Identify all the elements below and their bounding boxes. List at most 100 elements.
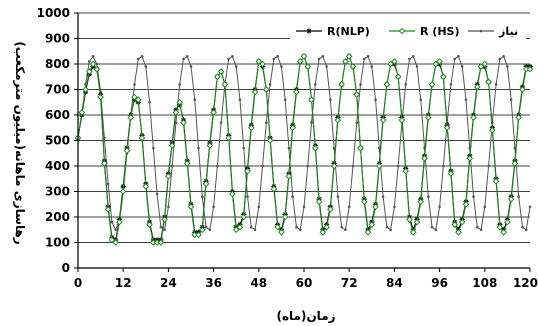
series-1-point-109 <box>485 78 492 86</box>
series-2-point-65 <box>321 55 325 58</box>
series-2-point-117 <box>517 195 520 198</box>
series-1-point-22 <box>157 239 165 246</box>
series-2-point-77 <box>366 55 370 58</box>
y-tick-label-1: 100 <box>45 236 70 250</box>
series-1-point-11 <box>116 218 123 226</box>
series-2-point-68 <box>332 146 336 150</box>
series-2-point-113 <box>502 55 505 58</box>
series-1-point-95 <box>432 60 440 68</box>
series-2-point-34 <box>204 225 208 229</box>
series-2-point-33 <box>201 195 204 198</box>
series-1-point-114 <box>504 218 511 226</box>
series-1-point-59 <box>296 58 304 65</box>
series-2-point-25 <box>170 164 174 168</box>
series-1-point-83 <box>387 60 394 68</box>
series-2-point-18 <box>144 65 148 68</box>
x-tick-label-5: 60 <box>296 276 313 290</box>
series-2-point-22 <box>159 225 163 229</box>
x-tick-label-3: 36 <box>205 276 222 290</box>
series-2-point-111 <box>494 83 498 86</box>
series-2-point-36 <box>212 205 215 209</box>
series-1-point-34 <box>202 180 210 188</box>
series-1-point-103 <box>462 200 470 208</box>
series-1-point-12 <box>119 188 127 195</box>
series-1-point-89 <box>409 228 417 236</box>
series-1-point-117 <box>515 114 523 121</box>
x-tick-label-10: 120 <box>513 276 538 290</box>
x-tick-label-9: 108 <box>472 276 497 290</box>
series-1-point-58 <box>293 88 300 96</box>
legend-swatch-marker-0 <box>306 28 312 34</box>
series-1-point-53 <box>274 223 281 231</box>
series-1-point-118 <box>519 86 526 93</box>
series-2-point-27 <box>178 83 181 86</box>
series-layer <box>74 53 534 246</box>
series-1-point-23 <box>161 216 168 223</box>
series-1-point-85 <box>394 73 402 81</box>
series-1-point-64 <box>315 198 323 206</box>
legend: R(NLP) R (HS) نیاز <box>290 20 526 42</box>
series-1-point-91 <box>417 198 425 206</box>
series-2-point-78 <box>370 65 374 68</box>
series-1 <box>74 53 534 246</box>
series-1-point-93 <box>424 114 432 121</box>
series-1-point-18 <box>142 183 150 190</box>
series-1-point-46 <box>247 124 255 132</box>
series-2-point-23 <box>163 228 166 232</box>
series-2-point-54 <box>280 65 283 68</box>
series-1-point-67 <box>327 206 334 213</box>
series-1-point-81 <box>379 116 387 124</box>
series-2-point-107 <box>479 228 483 232</box>
series-2-point-63 <box>314 83 317 86</box>
series-2-point-20 <box>152 146 155 150</box>
series-2-point-90 <box>415 65 419 68</box>
series-1-point-99 <box>447 170 455 177</box>
series-1-point-17 <box>138 134 146 142</box>
series-1-point-76 <box>360 198 368 206</box>
x-tick-label-6: 72 <box>341 276 358 290</box>
series-2-point-53 <box>276 55 279 58</box>
series-1-point-30 <box>187 203 195 211</box>
series-2-point-84 <box>393 205 396 209</box>
series-2-point-94 <box>430 225 434 229</box>
series-1-point-38 <box>217 68 225 75</box>
series-2-point-76 <box>362 57 366 61</box>
series-2-point-89 <box>411 55 415 58</box>
series-2-point-103 <box>464 98 468 101</box>
series-1-point-45 <box>244 167 251 175</box>
series-2-point-40 <box>227 57 230 61</box>
series-1-point-78 <box>368 221 376 228</box>
series-1-point-77 <box>364 228 372 236</box>
series-2-point-45 <box>246 195 249 198</box>
y-tick-label-3: 300 <box>45 185 70 199</box>
series-2-point-48 <box>257 205 261 209</box>
series-1-point-115 <box>507 195 515 203</box>
series-2-point-64 <box>317 57 321 61</box>
series-2-point-100 <box>453 57 456 61</box>
legend-swatch-marker-2 <box>479 29 483 33</box>
series-2-point-5 <box>95 62 99 66</box>
series-1-point-120 <box>526 65 534 73</box>
series-1-point-36 <box>210 109 217 116</box>
series-2-point-108 <box>483 205 487 209</box>
x-tick-labels: 0 12 24 36 48 60 72 84 96 108 120 <box>74 276 538 290</box>
series-2-point-109 <box>487 164 490 168</box>
legend-label-0: R(NLP) <box>327 25 370 38</box>
series-2-point-58 <box>295 225 298 229</box>
series-2-point-71 <box>344 228 347 232</box>
series-1-point-113 <box>500 228 507 236</box>
series-2-point-60 <box>302 205 306 209</box>
series-2-point-102 <box>460 65 464 68</box>
series-2-point-91 <box>419 98 423 101</box>
series-2-point-10 <box>114 228 117 232</box>
series-2-point-105 <box>472 195 475 198</box>
series-1-point-55 <box>281 213 289 221</box>
series-1-point-88 <box>406 216 413 223</box>
series-2-point-3 <box>88 60 91 63</box>
x-axis-title: زمان(ماه) <box>276 309 335 323</box>
series-1-point-90 <box>413 218 421 226</box>
series-1-point-5 <box>93 65 101 73</box>
series-2-line <box>77 55 531 232</box>
series-1-point-92 <box>421 155 428 162</box>
series-1-point-80 <box>376 162 383 170</box>
